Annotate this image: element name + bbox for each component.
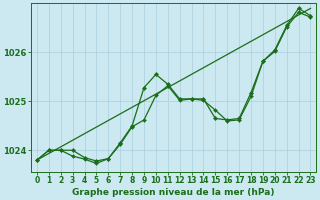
X-axis label: Graphe pression niveau de la mer (hPa): Graphe pression niveau de la mer (hPa): [72, 188, 275, 197]
